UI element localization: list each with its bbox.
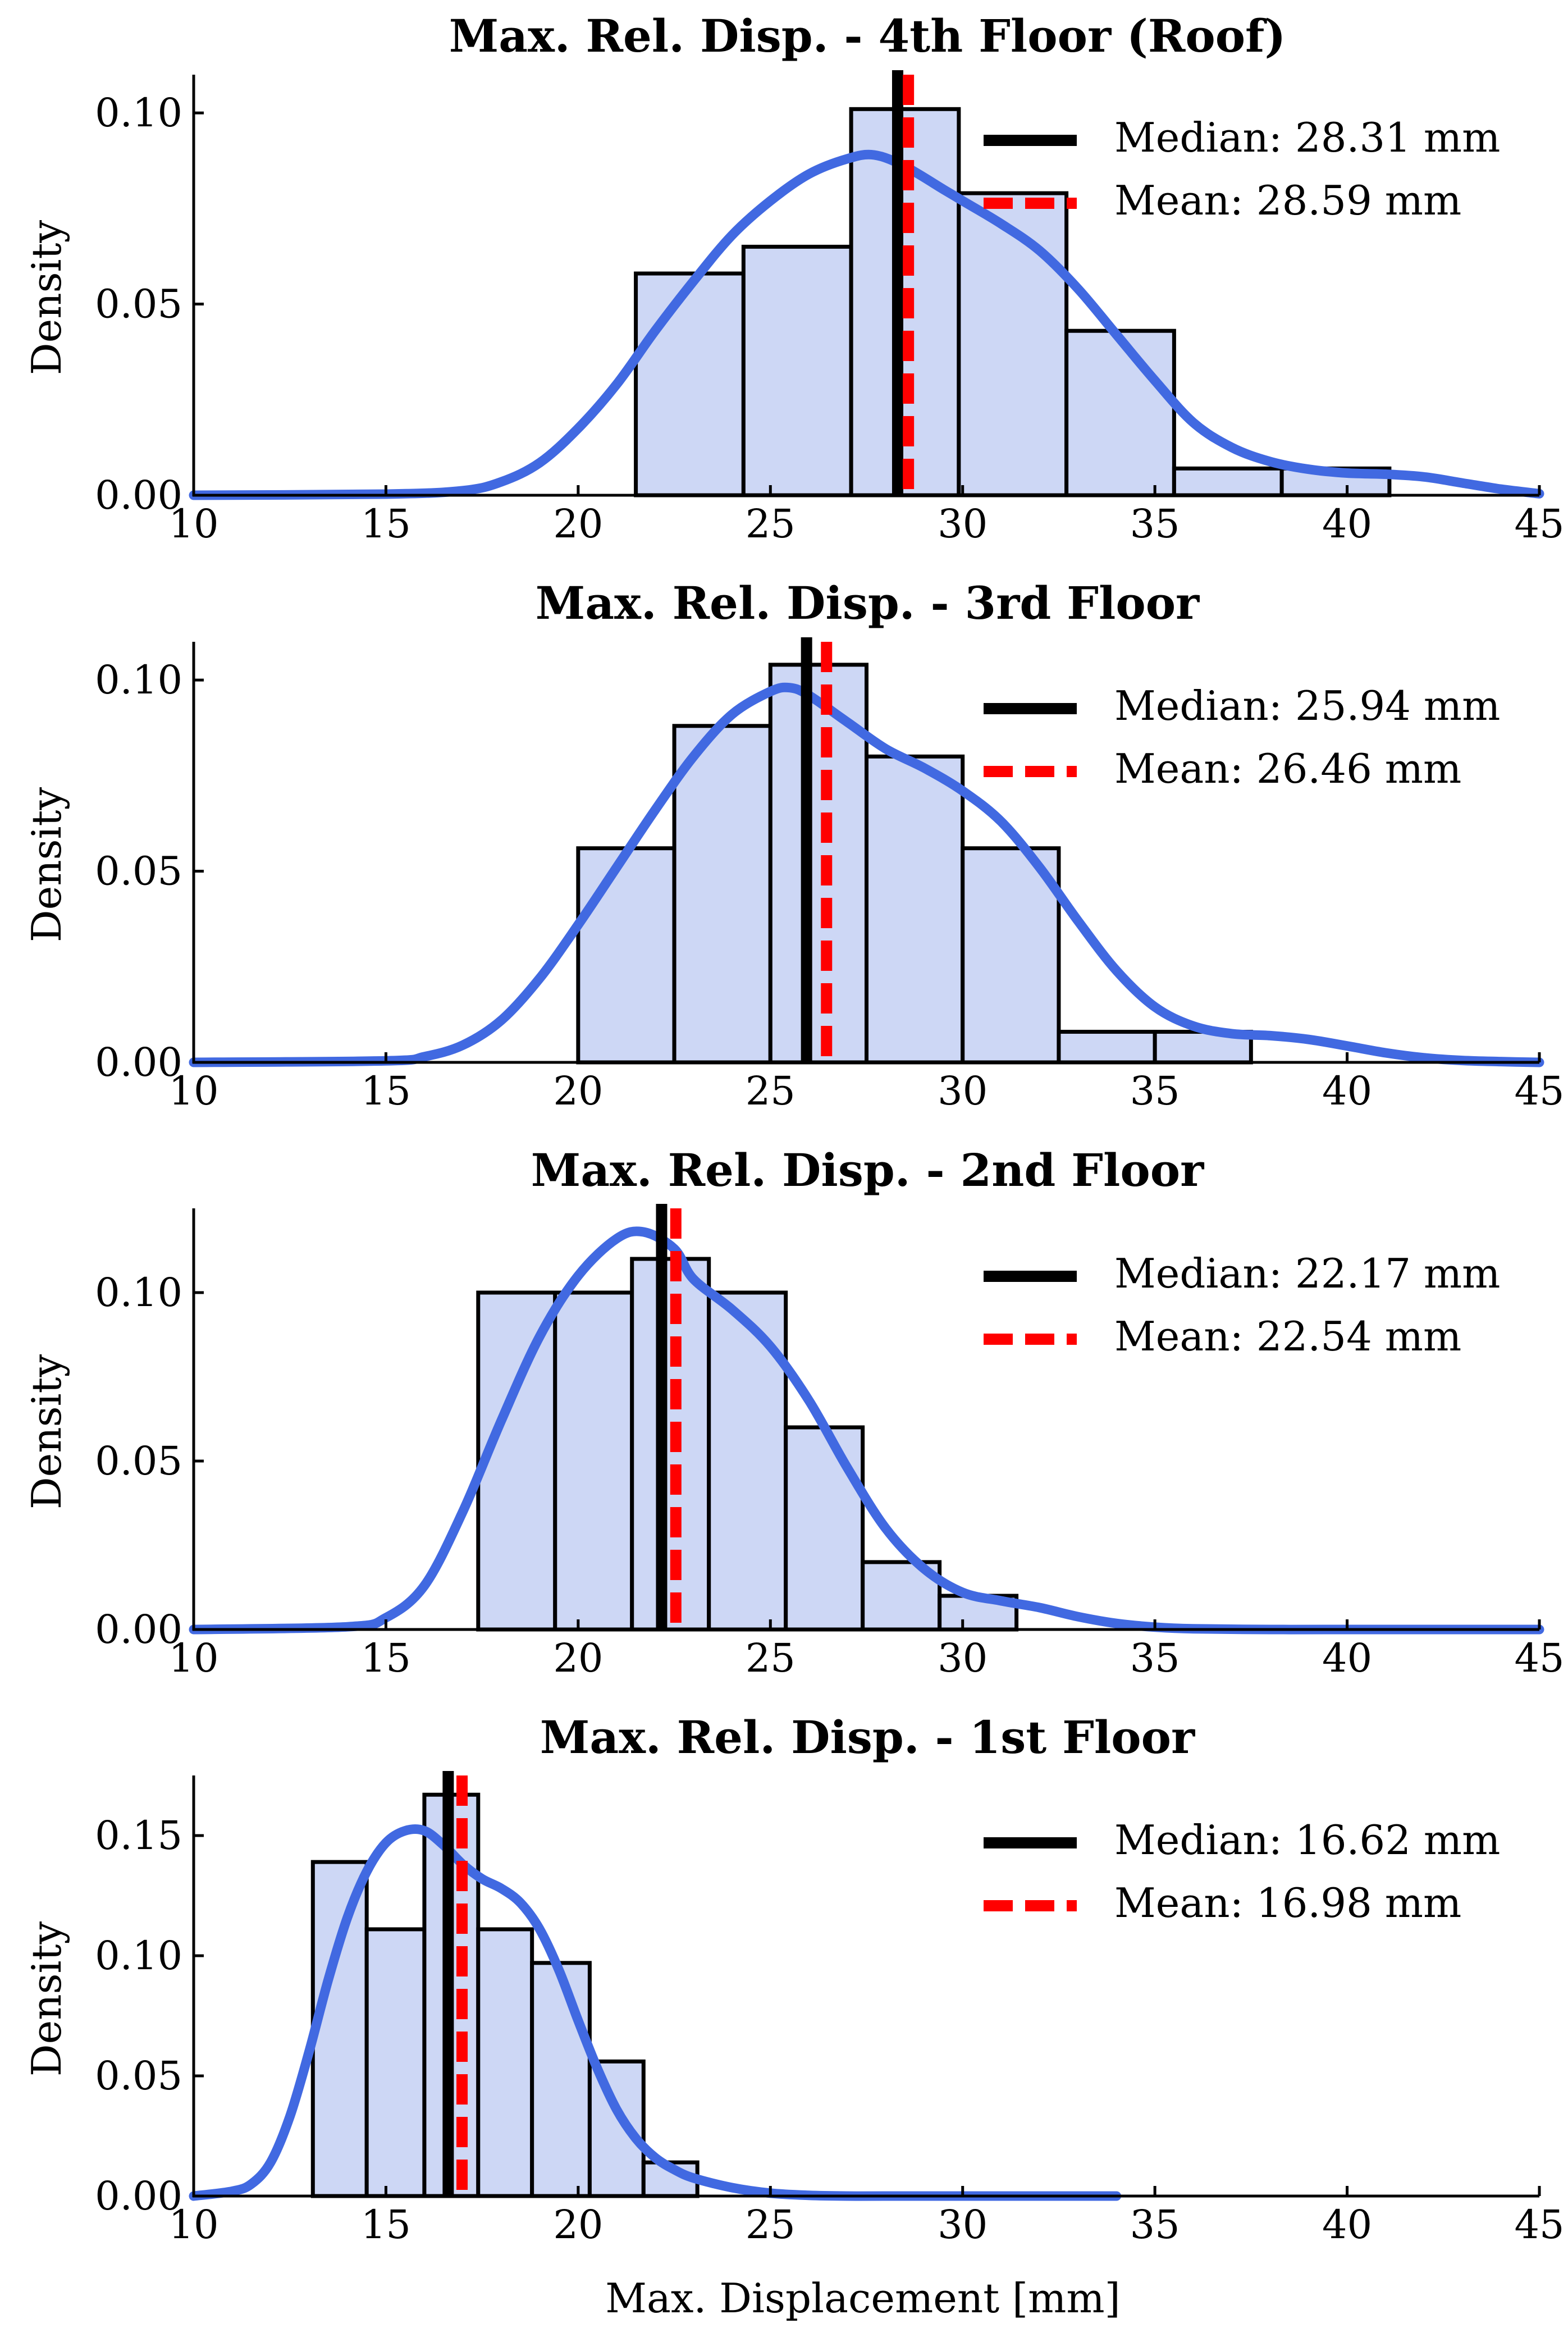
histogram-bar xyxy=(1172,466,1284,497)
y-axis-label: Density xyxy=(23,220,70,376)
panel-title: Max. Rel. Disp. - 3rd Floor xyxy=(536,577,1200,629)
x-tick-label: 40 xyxy=(1322,1068,1372,1114)
panel-title: Max. Rel. Disp. - 1st Floor xyxy=(540,1711,1195,1764)
histogram-bar xyxy=(476,1290,557,1632)
x-tick-label: 35 xyxy=(1130,1068,1180,1114)
x-tick-label: 25 xyxy=(746,501,796,547)
plot-area: 10 15 20 25 30 35 40 45 0.00 0.05 0.10 xyxy=(95,637,1565,1114)
plot-area: 10 15 20 25 30 35 40 45 0.00 0.05 0.10 xyxy=(95,1204,1565,1681)
legend-median-label: Median: 28.31 mm xyxy=(1114,114,1500,161)
panel-2nd-floor: Max. Rel. Disp. - 2nd Floor Density 10 15… xyxy=(23,1144,1565,1681)
x-tick-label: 40 xyxy=(1322,1635,1372,1681)
x-tick-label: 45 xyxy=(1514,501,1564,547)
x-tick-label: 40 xyxy=(1322,2202,1372,2248)
histogram-bar xyxy=(310,1860,369,2198)
y-tick-label: 0.10 xyxy=(95,1270,182,1316)
y-tick-label: 0.00 xyxy=(95,472,182,518)
x-tick-label: 10 xyxy=(168,1635,218,1681)
x-tick-label: 40 xyxy=(1322,501,1372,547)
x-tick-label: 25 xyxy=(746,1635,796,1681)
kde-curve xyxy=(189,149,1544,500)
x-tick-label: 15 xyxy=(361,1635,411,1681)
legend: Median: 28.31 mm Mean: 28.59 mm xyxy=(984,114,1500,224)
histogram-bar xyxy=(364,1927,427,2198)
histogram-bar xyxy=(634,271,746,497)
y-tick-label: 0.05 xyxy=(95,2053,182,2099)
x-tick-label: 30 xyxy=(938,2202,988,2248)
x-tick-label: 10 xyxy=(168,2202,218,2248)
legend-mean-label: Mean: 16.98 mm xyxy=(1114,1879,1461,1927)
y-tick-label: 0.10 xyxy=(95,90,182,136)
x-tick-label: 35 xyxy=(1130,2202,1180,2248)
x-tick-label: 45 xyxy=(1514,2202,1564,2248)
legend: Median: 16.62 mm Mean: 16.98 mm xyxy=(984,1816,1500,1927)
y-tick-label: 0.10 xyxy=(95,1933,182,1979)
x-tick-label: 25 xyxy=(746,2202,796,2248)
histogram-bar xyxy=(741,244,853,497)
histogram-bar xyxy=(553,1290,634,1632)
x-tick-label: 45 xyxy=(1514,1068,1564,1114)
y-tick-label: 0.05 xyxy=(95,281,182,327)
panel-3rd-floor: Max. Rel. Disp. - 3rd Floor Density 10 15… xyxy=(23,577,1565,1114)
histogram-bar xyxy=(957,191,1069,497)
histogram-bar xyxy=(530,1961,592,2198)
histogram-bar xyxy=(707,1290,788,1632)
legend-median-label: Median: 25.94 mm xyxy=(1114,682,1500,729)
x-tick-label: 30 xyxy=(938,501,988,547)
x-tick-label: 15 xyxy=(361,2202,411,2248)
legend-median-label: Median: 16.62 mm xyxy=(1114,1816,1500,1864)
x-axis-label: Max. Displacement [mm] xyxy=(605,2275,1121,2322)
panel-title: Max. Rel. Disp. - 2nd Floor xyxy=(531,1144,1204,1197)
y-tick-label: 0.00 xyxy=(95,2173,182,2219)
x-tick-label: 25 xyxy=(746,1068,796,1114)
legend-mean-label: Mean: 26.46 mm xyxy=(1114,745,1461,792)
panel-1st-floor: Max. Rel. Disp. - 1st Floor Density 10 15… xyxy=(23,1711,1565,2322)
histogram-bar xyxy=(768,663,869,1065)
histogram-bar xyxy=(865,754,965,1065)
y-tick-label: 0.00 xyxy=(95,1039,182,1085)
legend-mean-label: Mean: 22.54 mm xyxy=(1114,1313,1461,1360)
panel-title: Max. Rel. Disp. - 4th Floor (Roof) xyxy=(449,10,1286,62)
histogram-bar xyxy=(587,2059,646,2198)
x-tick-label: 15 xyxy=(361,1068,411,1114)
legend-median-label: Median: 22.17 mm xyxy=(1114,1250,1500,1297)
histogram-bar xyxy=(576,846,676,1065)
x-tick-label: 10 xyxy=(168,501,218,547)
x-tick-label: 20 xyxy=(553,1068,603,1114)
plot-area: 10 15 20 25 30 35 40 45 0.00 0.05 0.10 xyxy=(95,70,1565,547)
y-tick-label: 0.05 xyxy=(95,848,182,894)
histogram-bar xyxy=(1064,328,1176,497)
y-tick-label: 0.15 xyxy=(95,1813,182,1859)
y-tick-label: 0.10 xyxy=(95,657,182,703)
histogram-bar xyxy=(1057,1030,1157,1065)
histogram-bar xyxy=(672,724,772,1065)
histogram-bar xyxy=(476,1927,534,2198)
plot-area: 10 15 20 25 30 35 40 45 0.00 0.05 0.10 0.15 xyxy=(95,1771,1565,2248)
x-tick-label: 20 xyxy=(553,1635,603,1681)
y-axis-label: Density xyxy=(23,1921,70,2077)
x-tick-label: 45 xyxy=(1514,1635,1564,1681)
histogram-bar xyxy=(784,1425,865,1632)
x-tick-label: 30 xyxy=(938,1635,988,1681)
y-axis-label: Density xyxy=(23,787,70,943)
kde-curve xyxy=(189,682,1544,1067)
x-tick-label: 20 xyxy=(553,501,603,547)
panel-roof: Max. Rel. Disp. - 4th Floor (Roof) Densi… xyxy=(23,10,1565,547)
x-tick-label: 30 xyxy=(938,1068,988,1114)
x-tick-label: 35 xyxy=(1130,501,1180,547)
x-tick-label: 15 xyxy=(361,501,411,547)
legend: Median: 22.17 mm Mean: 22.54 mm xyxy=(984,1250,1500,1360)
y-tick-label: 0.00 xyxy=(95,1606,182,1653)
x-tick-label: 35 xyxy=(1130,1635,1180,1681)
x-tick-label: 20 xyxy=(553,2202,603,2248)
legend: Median: 25.94 mm Mean: 26.46 mm xyxy=(984,682,1500,792)
x-tick-label: 10 xyxy=(168,1068,218,1114)
legend-mean-label: Mean: 28.59 mm xyxy=(1114,177,1461,224)
y-axis-label: Density xyxy=(23,1354,70,1510)
y-tick-label: 0.05 xyxy=(95,1438,182,1484)
